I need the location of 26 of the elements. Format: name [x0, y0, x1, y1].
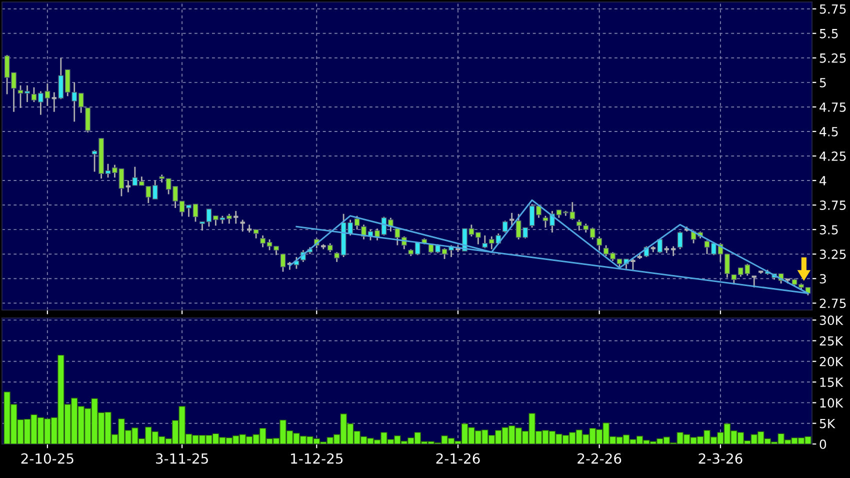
x-tick-label: 2-3-26 [698, 453, 742, 464]
y-tick-label: 3 [820, 274, 826, 284]
y-tick-label: 5K [820, 418, 836, 428]
x-tick-label: 2-1-26 [436, 453, 480, 464]
y-tick-label: 5.5 [820, 29, 838, 38]
y-tick-label: 5.75 [820, 4, 846, 14]
y-tick-label: 5 [820, 78, 826, 88]
x-tick-label: 2-2-26 [578, 453, 622, 464]
y-tick-label: 0 [820, 439, 826, 449]
x-tick-label: 1-12-25 [291, 453, 343, 464]
x-tick-label: 3-11-25 [156, 453, 208, 464]
y-tick-label: 4.25 [820, 151, 846, 161]
y-tick-label: 5.25 [820, 53, 846, 63]
y-tick-label: 10K [820, 398, 844, 408]
y-tick-label: 3.5 [820, 225, 838, 234]
y-tick-label: 30K [820, 316, 844, 325]
y-tick-label: 2.75 [820, 298, 846, 308]
x-tick-label: 2-10-25 [21, 453, 74, 464]
y-tick-label: 4.75 [820, 102, 846, 112]
y-tick-label: 3.25 [820, 250, 846, 260]
y-tick-label: 15K [820, 378, 844, 387]
y-tick-label: 25K [820, 336, 844, 346]
y-tick-label: 20K [820, 356, 844, 366]
y-tick-label: 3.75 [820, 200, 846, 210]
y-tick-label: 4 [820, 176, 826, 186]
y-tick-label: 4.5 [820, 127, 838, 136]
